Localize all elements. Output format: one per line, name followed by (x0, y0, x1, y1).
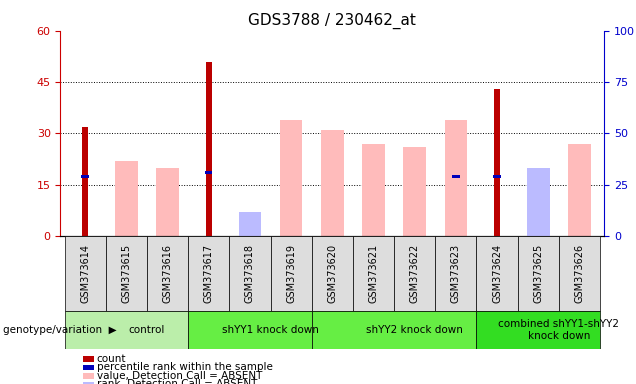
FancyBboxPatch shape (312, 236, 353, 311)
Text: GSM373620: GSM373620 (328, 244, 337, 303)
Text: GSM373621: GSM373621 (368, 244, 378, 303)
Bar (81, 175, 89, 178)
Bar (403, 147, 426, 236)
Bar (527, 185, 550, 236)
FancyBboxPatch shape (64, 236, 106, 311)
Text: GSM373617: GSM373617 (204, 244, 214, 303)
Text: genotype/variation  ▶: genotype/variation ▶ (3, 325, 117, 335)
Text: GSM373619: GSM373619 (286, 244, 296, 303)
Bar (445, 120, 467, 236)
Text: GSM373622: GSM373622 (410, 244, 420, 303)
FancyBboxPatch shape (312, 311, 476, 349)
FancyBboxPatch shape (188, 236, 230, 311)
Text: GSM373624: GSM373624 (492, 244, 502, 303)
Text: value, Detection Call = ABSENT: value, Detection Call = ABSENT (97, 371, 262, 381)
FancyBboxPatch shape (147, 236, 188, 311)
Bar (452, 175, 460, 178)
Title: GDS3788 / 230462_at: GDS3788 / 230462_at (249, 13, 416, 29)
Text: shYY1 knock down: shYY1 knock down (222, 325, 319, 335)
Text: GSM373614: GSM373614 (80, 244, 90, 303)
Bar (82, 127, 88, 236)
Bar (238, 219, 261, 236)
Bar (494, 89, 500, 236)
Bar (527, 168, 550, 236)
Text: GSM373616: GSM373616 (163, 244, 172, 303)
Bar (321, 130, 343, 236)
FancyBboxPatch shape (270, 236, 312, 311)
Text: GSM373618: GSM373618 (245, 244, 255, 303)
FancyBboxPatch shape (559, 236, 600, 311)
Text: percentile rank within the sample: percentile rank within the sample (97, 362, 273, 372)
Text: combined shYY1-shYY2
knock down: combined shYY1-shYY2 knock down (499, 319, 619, 341)
Bar (238, 212, 261, 236)
FancyBboxPatch shape (394, 236, 435, 311)
FancyBboxPatch shape (353, 236, 394, 311)
Text: GSM373626: GSM373626 (574, 244, 584, 303)
Bar (156, 168, 179, 236)
Bar (494, 175, 501, 178)
Text: GSM373623: GSM373623 (451, 244, 461, 303)
Text: rank, Detection Call = ABSENT: rank, Detection Call = ABSENT (97, 379, 257, 384)
Bar (205, 61, 212, 236)
FancyBboxPatch shape (188, 311, 312, 349)
FancyBboxPatch shape (106, 236, 147, 311)
Text: GSM373625: GSM373625 (534, 244, 543, 303)
Bar (568, 144, 591, 236)
Text: GSM373615: GSM373615 (121, 244, 131, 303)
Bar (115, 161, 137, 236)
Bar (362, 144, 385, 236)
Text: shYY2 knock down: shYY2 knock down (366, 325, 463, 335)
FancyBboxPatch shape (518, 236, 559, 311)
FancyBboxPatch shape (230, 236, 270, 311)
Text: control: control (128, 325, 165, 335)
Bar (205, 171, 212, 174)
Bar (280, 120, 303, 236)
FancyBboxPatch shape (476, 311, 600, 349)
FancyBboxPatch shape (64, 311, 188, 349)
Text: count: count (97, 354, 126, 364)
FancyBboxPatch shape (435, 236, 476, 311)
FancyBboxPatch shape (476, 236, 518, 311)
